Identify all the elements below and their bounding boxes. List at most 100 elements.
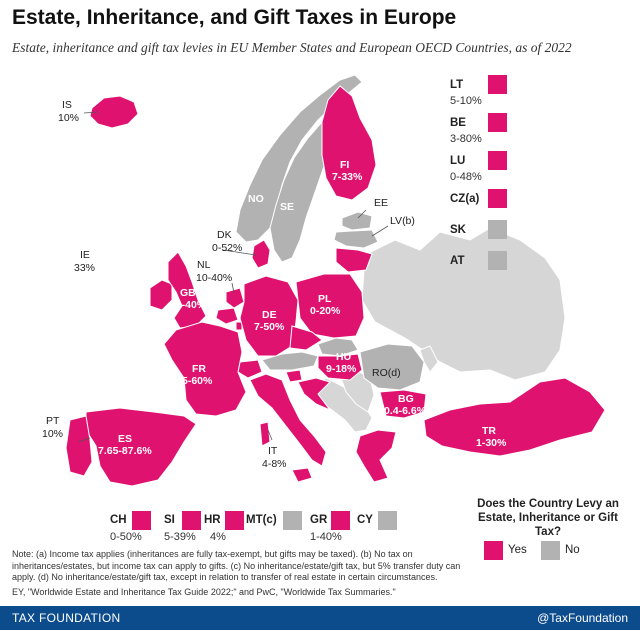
legend-question: Does the Country Levy an Estate, Inherit… [477, 498, 619, 538]
bottom-item-cy: CY [357, 511, 417, 530]
leader-pt [77, 437, 91, 443]
label-nl-rate: 10-40% [196, 272, 232, 284]
side-at-swatch [488, 251, 507, 270]
page-subtitle: Estate, inheritance and gift tax levies … [12, 40, 572, 55]
map-label-tr: TR 1-30% [476, 425, 507, 449]
footnotes: Note: (a) Income tax applies (inheritanc… [12, 549, 461, 582]
footer-handle[interactable]: @TaxFoundation [537, 611, 628, 625]
label-de-rate: 7-50% [254, 321, 285, 333]
leader-it [267, 429, 273, 441]
country-france [163, 321, 247, 417]
country-croatia [297, 377, 332, 412]
side-be-rate: 3-80% [450, 133, 482, 145]
country-luxembourg [235, 321, 243, 331]
side-legend: LT 5-10% BE 3-80% LU 0-48% CZ(a) SK AT [450, 75, 530, 275]
country-switzerland [237, 359, 263, 379]
bottom-ch-code: CH [110, 514, 127, 526]
label-ie-rate: 33% [74, 262, 95, 274]
leader-is [83, 111, 99, 114]
side-lt-rate: 5-10% [450, 95, 482, 107]
leader-ee [357, 209, 367, 219]
side-lt-swatch [488, 75, 507, 94]
label-pt-rate: 10% [42, 428, 63, 440]
map-label-bg: BG 0.4-6.6% [384, 393, 427, 417]
country-netherlands [225, 287, 245, 309]
side-item-at: AT [450, 251, 530, 273]
bottom-si-code: SI [164, 514, 175, 526]
side-cz-swatch [488, 189, 507, 208]
map-label-it: IT 4-8% [262, 445, 287, 470]
country-italy [249, 373, 327, 467]
bottom-gr-rate: 1-40% [310, 531, 342, 543]
map-label-de: DE 7-50% [254, 309, 285, 333]
map-label-is: IS 10% [58, 99, 79, 124]
country-belgium [215, 307, 239, 325]
label-gb-rate: 20-40% [170, 299, 207, 311]
label-nl-code: NL [197, 259, 211, 271]
bottom-si-swatch [182, 511, 201, 530]
legend-yes-label: Yes [508, 544, 527, 556]
leader-nl [231, 282, 235, 294]
yes-countries [65, 85, 606, 487]
label-pl-rate: 0-20% [310, 305, 341, 317]
label-dk-code: DK [217, 229, 232, 241]
bottom-si-rate: 5-39% [164, 531, 196, 543]
country-balkans [311, 377, 373, 433]
country-bulgaria [379, 389, 427, 419]
bottom-item-mt: MT(c) [246, 511, 308, 530]
bottom-ch-swatch [132, 511, 151, 530]
side-at-code: AT [450, 255, 465, 267]
side-item-lt: LT 5-10% [450, 75, 530, 111]
country-latvia [333, 229, 379, 249]
country-slovenia [285, 369, 303, 383]
map-label-gb: GB 20-40% [170, 287, 207, 311]
label-es-code: ES [118, 433, 132, 445]
label-fr-rate: 5-60% [182, 375, 213, 387]
country-greece [355, 429, 397, 483]
label-es-rate: 7.65-87.6% [98, 445, 152, 457]
label-ro-code: RO(d) [372, 367, 401, 379]
label-pl-code: PL [318, 293, 332, 305]
bottom-cy-code: CY [357, 514, 373, 526]
legend-no-label: No [565, 544, 580, 556]
bottom-mt-code: MT(c) [246, 514, 277, 526]
bottom-item-gr: GR 1-40% [310, 511, 370, 543]
bottom-hr-code: HR [204, 514, 221, 526]
map-label-nl: NL 10-40% [196, 259, 232, 284]
side-lt-code: LT [450, 79, 464, 91]
side-lu-code: LU [450, 155, 466, 167]
side-be-code: BE [450, 117, 466, 129]
label-fi-code: FI [340, 159, 349, 171]
map-label-ie: IE 33% [74, 249, 95, 274]
label-is-code: IS [62, 99, 72, 111]
legend-no-swatch [541, 541, 560, 560]
country-poland [295, 273, 365, 339]
country-lithuania [335, 247, 373, 273]
map-label-fr: FR 5-60% [182, 363, 213, 387]
bottom-gr-swatch [331, 511, 350, 530]
bottom-mt-swatch [283, 511, 302, 530]
label-it-rate: 4-8% [262, 458, 287, 470]
nodata-region [311, 227, 566, 433]
country-finland [321, 85, 377, 201]
legend-yes-swatch [484, 541, 503, 560]
label-is-rate: 10% [58, 112, 79, 124]
leader-dk [222, 249, 257, 256]
label-gb-code: GB [180, 287, 196, 299]
country-spain [85, 407, 197, 487]
label-hu-code: HU [336, 351, 351, 363]
country-ireland [149, 279, 173, 311]
map-label-pt: PT 10% [42, 415, 63, 440]
country-romania [359, 343, 425, 391]
bottom-hr-rate: 4% [210, 531, 226, 543]
label-tr-code: TR [482, 425, 496, 437]
side-sk-code: SK [450, 224, 466, 236]
country-italy-sicily [291, 467, 313, 483]
country-czech [289, 325, 323, 351]
side-cz-code: CZ(a) [450, 193, 480, 205]
leader-lv [371, 225, 389, 237]
side-be-swatch [488, 113, 507, 132]
country-hungary [317, 353, 363, 381]
bottom-item-si: SI 5-39% [164, 511, 224, 543]
side-item-sk: SK [450, 220, 530, 242]
